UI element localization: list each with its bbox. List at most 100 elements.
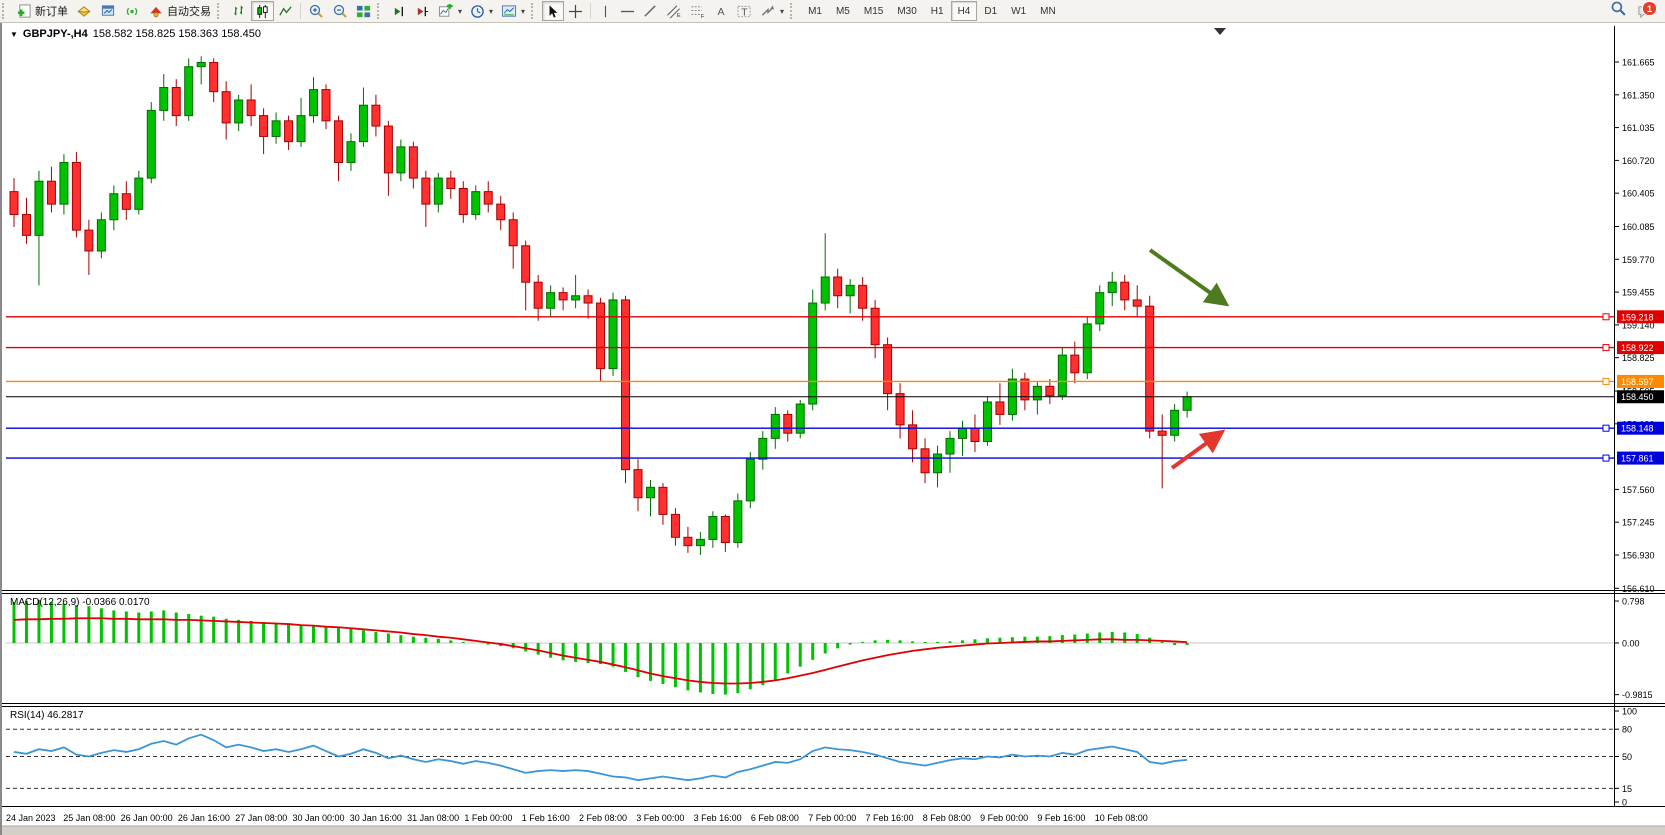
candle	[396, 146, 406, 174]
tile-windows-button[interactable]	[352, 1, 375, 21]
svg-text:26 Jan 00:00: 26 Jan 00:00	[121, 813, 173, 823]
candle	[421, 177, 431, 205]
timeframe-group: M1 M5 M15 M30 H1 H4 D1 W1 MN	[801, 1, 1063, 21]
candle	[1145, 305, 1155, 432]
candle	[683, 536, 693, 547]
equidistant-channel-button[interactable]: E	[662, 1, 686, 21]
trendline-button[interactable]	[639, 1, 662, 21]
autotrading-button[interactable]: 自动交易	[144, 1, 215, 21]
horizontal-line-button[interactable]	[616, 1, 639, 21]
hline-158.922[interactable]: 158.922	[6, 341, 1664, 355]
svg-text:160.085: 160.085	[1622, 222, 1655, 232]
candle	[346, 141, 356, 163]
fibonacci-button[interactable]: F	[686, 1, 710, 21]
timeframe-d1[interactable]: D1	[984, 5, 998, 17]
candle	[970, 427, 980, 443]
svg-text:8 Feb 08:00: 8 Feb 08:00	[923, 813, 971, 823]
toolbar-grip[interactable]	[531, 3, 538, 19]
svg-text:158.148: 158.148	[1621, 424, 1654, 434]
text-button[interactable]: A	[710, 1, 732, 21]
indicators-button[interactable]: ▾	[434, 1, 466, 21]
macd-pane[interactable]: 0.798 0.00 -0.9815 MACD(12,26,9) -0.0366 0.…	[6, 597, 1653, 701]
toolbar-grip[interactable]	[377, 3, 384, 19]
hline-158.148[interactable]: 158.148	[6, 421, 1664, 435]
chart-title-dropdown-icon[interactable]: ▼	[10, 29, 18, 39]
trendline-icon	[644, 4, 656, 17]
chart-shift-marker[interactable]	[1214, 28, 1226, 35]
candlestick-chart-button[interactable]	[251, 1, 274, 21]
candle	[708, 515, 718, 540]
chart-shift-button[interactable]	[411, 1, 434, 21]
hline-158.597[interactable]: 158.597	[6, 374, 1664, 388]
timeframe-m1[interactable]: M1	[808, 5, 822, 17]
candle	[1057, 354, 1067, 397]
horizontal-line-icon	[620, 10, 635, 12]
candle	[184, 66, 194, 117]
vertical-line-button[interactable]	[594, 1, 616, 21]
chart-canvas[interactable]: 161.665 161.350 161.035 160.720 160.405 160.0…	[2, 22, 1665, 835]
hline-158.450[interactable]: 158.450	[6, 390, 1664, 404]
signals-button[interactable]	[120, 1, 144, 21]
toolbar-grip[interactable]	[217, 3, 224, 19]
svg-text:159.140: 159.140	[1622, 320, 1655, 330]
time-axis[interactable]: 24 Jan 2023 25 Jan 08:00 26 Jan 00:00 26 Ja…	[6, 813, 1148, 823]
svg-text:10 Feb 08:00: 10 Feb 08:00	[1095, 813, 1148, 823]
crosshair-button[interactable]	[564, 1, 587, 21]
timeframe-h4[interactable]: H4	[950, 1, 978, 21]
svg-text:80: 80	[1622, 725, 1632, 735]
new-order-button[interactable]: 新订单	[13, 1, 72, 21]
timeframe-mn[interactable]: MN	[1040, 5, 1056, 17]
svg-text:161.665: 161.665	[1622, 58, 1655, 68]
timeframe-m15[interactable]: M15	[863, 5, 884, 17]
toolbar-grip[interactable]	[790, 3, 797, 19]
candle	[596, 302, 606, 370]
notifications-button[interactable]: 1	[1633, 1, 1657, 21]
candle	[695, 538, 705, 547]
text-label-icon: T	[737, 5, 751, 18]
timeframe-w1[interactable]: W1	[1011, 5, 1027, 17]
rsi-pane[interactable]: 100 80 50 15 0 RSI(14) 46.2817	[6, 707, 1637, 808]
candle	[633, 469, 643, 499]
candle	[471, 191, 481, 216]
new-order-label: 新订单	[35, 6, 68, 18]
market-watch-button[interactable]	[96, 1, 120, 21]
red-up-arrow-annotation[interactable]	[1170, 429, 1226, 470]
timeframe-m5[interactable]: M5	[835, 5, 850, 17]
candle	[1120, 281, 1130, 301]
toolbar-grip[interactable]	[2, 3, 9, 19]
svg-text:158.450: 158.450	[1621, 392, 1654, 402]
candle	[720, 515, 730, 544]
auto-scroll-button[interactable]	[388, 1, 411, 21]
timeframe-m30[interactable]: M30	[897, 5, 917, 17]
zoom-out-button[interactable]	[328, 1, 352, 21]
green-down-arrow-annotation[interactable]	[1148, 248, 1230, 307]
svg-text:6 Feb 08:00: 6 Feb 08:00	[751, 813, 799, 823]
zoom-in-button[interactable]	[304, 1, 328, 21]
chart-title: ▼ GBPJPY-,H4 158.582 158.825 158.363 158…	[10, 28, 261, 40]
text-label-button[interactable]: T	[732, 1, 756, 21]
dropdown-arrow-icon: ▾	[780, 6, 785, 16]
candle	[196, 62, 206, 68]
pane-separator[interactable]	[2, 703, 1665, 707]
candle	[933, 453, 943, 474]
periods-button[interactable]: ▾	[466, 1, 497, 21]
bar-chart-button[interactable]	[228, 1, 251, 21]
svg-text:9 Feb 00:00: 9 Feb 00:00	[980, 813, 1028, 823]
dropdown-arrow-icon: ▾	[458, 6, 463, 16]
timeframe-h1[interactable]: H1	[930, 5, 944, 17]
search-icon[interactable]	[1610, 0, 1627, 22]
templates-button[interactable]: ▾	[497, 1, 529, 21]
candle	[883, 344, 893, 395]
svg-text:159.218: 159.218	[1621, 312, 1654, 322]
pane-separator[interactable]	[2, 590, 1665, 594]
arrows-button[interactable]: ▾	[756, 1, 788, 21]
hline-159.218[interactable]: 159.218	[6, 310, 1664, 324]
cursor-button[interactable]	[542, 1, 565, 21]
line-chart-button[interactable]	[274, 1, 297, 21]
candle	[820, 276, 830, 304]
candle	[1020, 378, 1030, 401]
candle	[96, 219, 106, 252]
hline-157.861[interactable]: 157.861	[6, 451, 1664, 465]
deposit-button[interactable]	[72, 1, 96, 21]
candle	[1132, 299, 1142, 307]
